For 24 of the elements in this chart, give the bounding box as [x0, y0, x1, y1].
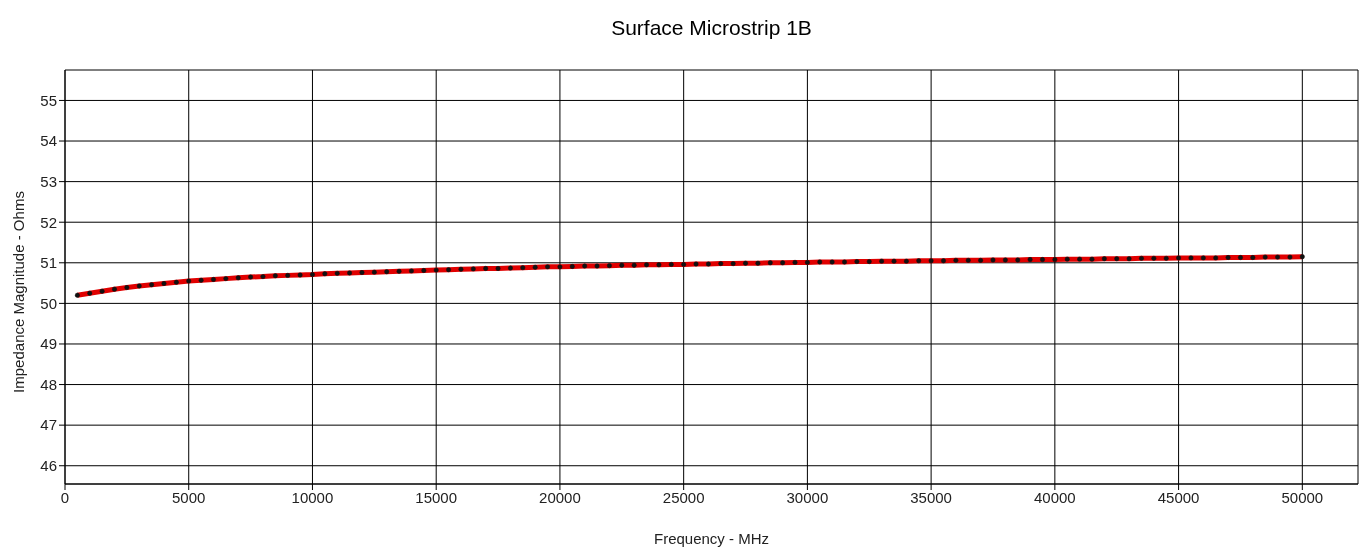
y-tick-label: 55	[40, 91, 57, 109]
y-axis-title: Impedance Magnitude - Ohms	[9, 191, 27, 393]
y-tick-label: 54	[40, 132, 57, 150]
x-tick-label: 35000	[910, 488, 952, 506]
x-tick-label: 20000	[539, 488, 581, 506]
x-tick-label: 45000	[1157, 488, 1200, 506]
x-tick-label: 5000	[172, 488, 206, 506]
x-tick-label: 50000	[1281, 488, 1324, 506]
y-tick-label: 48	[40, 375, 57, 393]
x-tick-label: 15000	[415, 488, 458, 506]
x-tick-label: 40000	[1034, 488, 1076, 506]
x-tick-label: 30000	[786, 488, 829, 506]
y-tick-label: 50	[40, 294, 57, 312]
y-tick-label: 51	[40, 254, 57, 272]
y-tick-label: 47	[40, 416, 57, 434]
x-axis-title: Frequency - MHz	[653, 530, 770, 547]
y-tick-label: 49	[40, 335, 57, 353]
x-tick-label: 0	[60, 488, 70, 506]
y-tick-label: 53	[40, 172, 57, 190]
chart-title: Surface Microstrip 1B	[610, 16, 813, 40]
x-tick-label: 25000	[662, 488, 705, 506]
x-tick-label: 10000	[291, 488, 334, 506]
y-tick-label: 52	[40, 213, 57, 231]
y-tick-label: 46	[40, 457, 57, 475]
